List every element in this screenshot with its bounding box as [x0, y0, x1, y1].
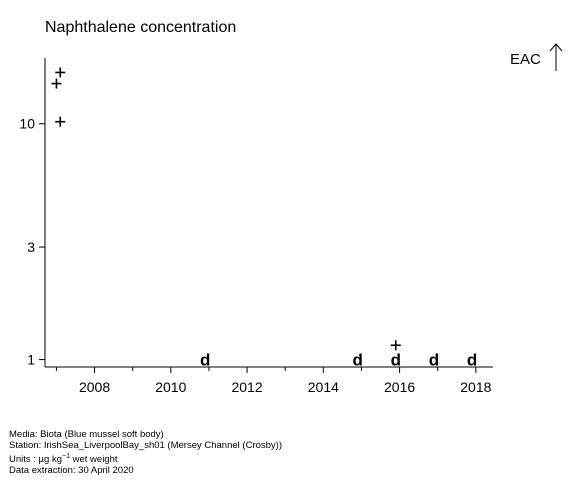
x-tick-label: 2014	[308, 379, 339, 395]
footer-media: Media: Biota (Blue mussel soft body)	[9, 429, 164, 440]
d-marker: d	[391, 351, 401, 370]
x-tick-label: 2010	[155, 379, 186, 395]
units-prefix: Units : µg kg	[9, 454, 62, 466]
d-marker: d	[467, 351, 477, 370]
y-tick-label: 1	[27, 352, 35, 368]
x-axis-ticks: 2008 2010 2012 2014 2016 2018	[55, 367, 492, 395]
d-marker: d	[200, 351, 210, 370]
units-exponent: −1	[62, 453, 70, 460]
x-tick-label: 2016	[384, 379, 415, 395]
footer-extraction: Data extraction: 30 April 2020	[9, 465, 134, 477]
chart-footer: Media: Biota (Blue mussel soft body) Sta…	[9, 429, 282, 476]
y-tick-label: 3	[27, 239, 35, 255]
plus-marker	[51, 78, 62, 89]
units-suffix: wet weight	[69, 454, 118, 466]
plus-marker	[55, 116, 66, 127]
x-tick-label: 2018	[460, 379, 491, 395]
x-tick-label: 2008	[79, 379, 110, 395]
chart-title: Naphthalene concentration	[45, 19, 237, 36]
x-tick-label: 2012	[231, 379, 262, 395]
y-tick-label: 10	[19, 116, 35, 132]
d-marker: d	[429, 351, 439, 370]
footer-station: Station: IrishSea_LiverpoolBay_sh01 (Mer…	[9, 440, 282, 451]
y-axis-ticks: 1 3 10	[19, 116, 45, 368]
eac-label: EAC	[510, 51, 541, 68]
plus-marker	[390, 340, 401, 351]
footer-units: Units : µg kg−1 wet weight	[9, 451, 282, 465]
plus-marker	[55, 67, 66, 78]
d-marker: d	[352, 351, 362, 370]
arrow-up-icon	[549, 43, 563, 71]
